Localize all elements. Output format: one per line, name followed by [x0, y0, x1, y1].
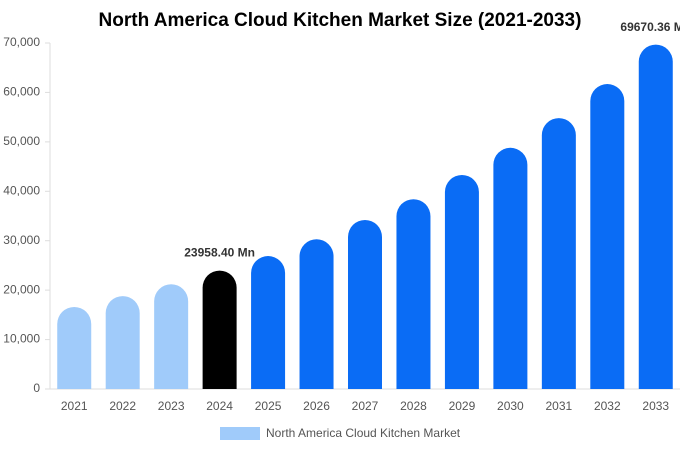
y-tick-label: 50,000 [3, 134, 40, 148]
x-tick-label: 2032 [594, 399, 621, 413]
x-tick-label: 2028 [400, 399, 427, 413]
bar [444, 174, 479, 389]
x-tick-label: 2030 [497, 399, 524, 413]
bar [348, 219, 382, 389]
x-tick-label: 2029 [449, 399, 476, 413]
chart-title: North America Cloud Kitchen Market Size … [99, 10, 582, 31]
x-tick-label: 2022 [109, 399, 136, 413]
legend-swatch [220, 427, 260, 440]
bar [396, 199, 431, 389]
bar [154, 284, 189, 389]
bar [541, 118, 576, 390]
x-tick-label: 2023 [158, 399, 185, 413]
legend-label: North America Cloud Kitchen Market [266, 426, 461, 440]
bar [202, 270, 237, 389]
bar [105, 296, 140, 389]
x-tick-label: 2033 [642, 399, 669, 413]
y-tick-label: 40,000 [3, 183, 40, 197]
y-tick-label: 30,000 [3, 233, 40, 247]
bar [590, 84, 625, 390]
data-label: 23958.40 Mn [184, 246, 255, 260]
x-tick-label: 2031 [545, 399, 572, 413]
bar [251, 256, 286, 389]
bar [638, 44, 673, 389]
y-tick-label: 70,000 [3, 35, 40, 49]
y-tick-label: 60,000 [3, 85, 40, 99]
x-tick-label: 2024 [206, 399, 233, 413]
y-tick-label: 10,000 [3, 332, 40, 346]
y-tick-label: 20,000 [3, 282, 40, 296]
x-tick-label: 2027 [352, 399, 379, 413]
bar [299, 239, 334, 389]
bar [493, 147, 528, 389]
data-label: 69670.36 Mn [620, 20, 680, 34]
y-tick-label: 0 [33, 381, 40, 395]
bar [57, 306, 92, 389]
x-tick-label: 2021 [61, 399, 88, 413]
x-tick-label: 2026 [303, 399, 330, 413]
x-tick-label: 2025 [255, 399, 282, 413]
